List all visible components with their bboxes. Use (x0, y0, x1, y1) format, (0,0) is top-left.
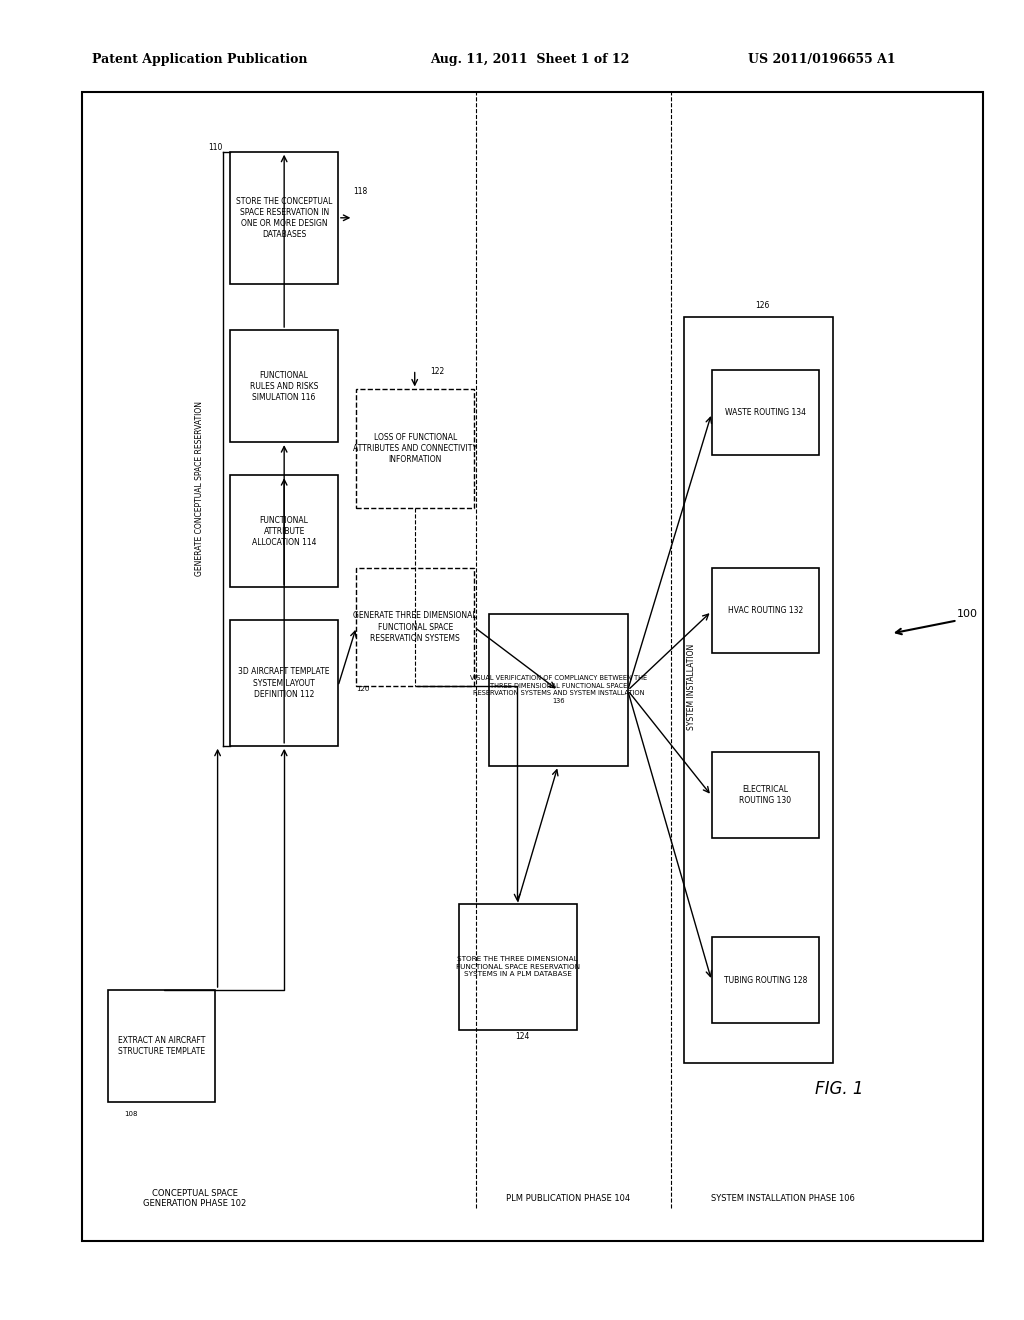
Text: FUNCTIONAL
RULES AND RISKS
SIMULATION 116: FUNCTIONAL RULES AND RISKS SIMULATION 11… (250, 371, 318, 401)
Text: 118: 118 (353, 187, 368, 195)
Text: WASTE ROUTING 134: WASTE ROUTING 134 (725, 408, 806, 417)
Text: 108: 108 (124, 1111, 138, 1118)
Text: GENERATE CONCEPTUAL SPACE RESERVATION: GENERATE CONCEPTUAL SPACE RESERVATION (196, 401, 204, 576)
FancyBboxPatch shape (712, 937, 819, 1023)
FancyBboxPatch shape (230, 620, 338, 746)
Text: CONCEPTUAL SPACE
GENERATION PHASE 102: CONCEPTUAL SPACE GENERATION PHASE 102 (143, 1189, 246, 1208)
Text: 100: 100 (957, 609, 978, 619)
Text: SYSTEM INSTALLATION: SYSTEM INSTALLATION (687, 643, 695, 730)
FancyBboxPatch shape (684, 317, 833, 1063)
FancyBboxPatch shape (230, 330, 338, 442)
Text: GENERATE THREE DIMENSIONAL
FUNCTIONAL SPACE
RESERVATION SYSTEMS: GENERATE THREE DIMENSIONAL FUNCTIONAL SP… (353, 611, 477, 643)
Text: 124: 124 (515, 1032, 529, 1041)
Text: PLM PUBLICATION PHASE 104: PLM PUBLICATION PHASE 104 (506, 1195, 631, 1203)
Text: Aug. 11, 2011  Sheet 1 of 12: Aug. 11, 2011 Sheet 1 of 12 (430, 53, 630, 66)
Text: 120: 120 (356, 686, 370, 693)
FancyBboxPatch shape (356, 568, 474, 686)
Text: FUNCTIONAL
ATTRIBUTE
ALLOCATION 114: FUNCTIONAL ATTRIBUTE ALLOCATION 114 (252, 516, 316, 546)
FancyBboxPatch shape (459, 904, 577, 1030)
Text: 110: 110 (208, 143, 222, 152)
Text: FIG. 1: FIG. 1 (815, 1080, 864, 1098)
Text: STORE THE THREE DIMENSIONAL
FUNCTIONAL SPACE RESERVATION
SYSTEMS IN A PLM DATABA: STORE THE THREE DIMENSIONAL FUNCTIONAL S… (456, 957, 580, 977)
Text: ELECTRICAL
ROUTING 130: ELECTRICAL ROUTING 130 (739, 785, 792, 805)
Text: EXTRACT AN AIRCRAFT
STRUCTURE TEMPLATE: EXTRACT AN AIRCRAFT STRUCTURE TEMPLATE (118, 1036, 205, 1056)
FancyBboxPatch shape (712, 370, 819, 455)
Text: VISUAL VERIFICATION OF COMPLIANCY BETWEEN THE
THREE DIMENSIONAL FUNCTIONAL SPACE: VISUAL VERIFICATION OF COMPLIANCY BETWEE… (470, 676, 647, 704)
Text: HVAC ROUTING 132: HVAC ROUTING 132 (728, 606, 803, 615)
FancyBboxPatch shape (230, 475, 338, 587)
FancyBboxPatch shape (230, 152, 338, 284)
Text: Patent Application Publication: Patent Application Publication (92, 53, 307, 66)
Text: STORE THE CONCEPTUAL
SPACE RESERVATION IN
ONE OR MORE DESIGN
DATABASES: STORE THE CONCEPTUAL SPACE RESERVATION I… (236, 197, 333, 239)
FancyBboxPatch shape (712, 568, 819, 653)
Text: 126: 126 (756, 301, 770, 310)
FancyBboxPatch shape (108, 990, 215, 1102)
Text: 3D AIRCRAFT TEMPLATE
SYSTEM LAYOUT
DEFINITION 112: 3D AIRCRAFT TEMPLATE SYSTEM LAYOUT DEFIN… (239, 668, 330, 698)
FancyBboxPatch shape (712, 752, 819, 838)
Text: SYSTEM INSTALLATION PHASE 106: SYSTEM INSTALLATION PHASE 106 (712, 1195, 855, 1203)
FancyBboxPatch shape (82, 92, 983, 1241)
Text: US 2011/0196655 A1: US 2011/0196655 A1 (748, 53, 895, 66)
FancyBboxPatch shape (356, 389, 474, 508)
Text: LOSS OF FUNCTIONAL
ATTRIBUTES AND CONNECTIVITY
INFORMATION: LOSS OF FUNCTIONAL ATTRIBUTES AND CONNEC… (353, 433, 477, 465)
FancyBboxPatch shape (489, 614, 628, 766)
Text: TUBING ROUTING 128: TUBING ROUTING 128 (724, 975, 807, 985)
Text: 122: 122 (430, 367, 444, 376)
